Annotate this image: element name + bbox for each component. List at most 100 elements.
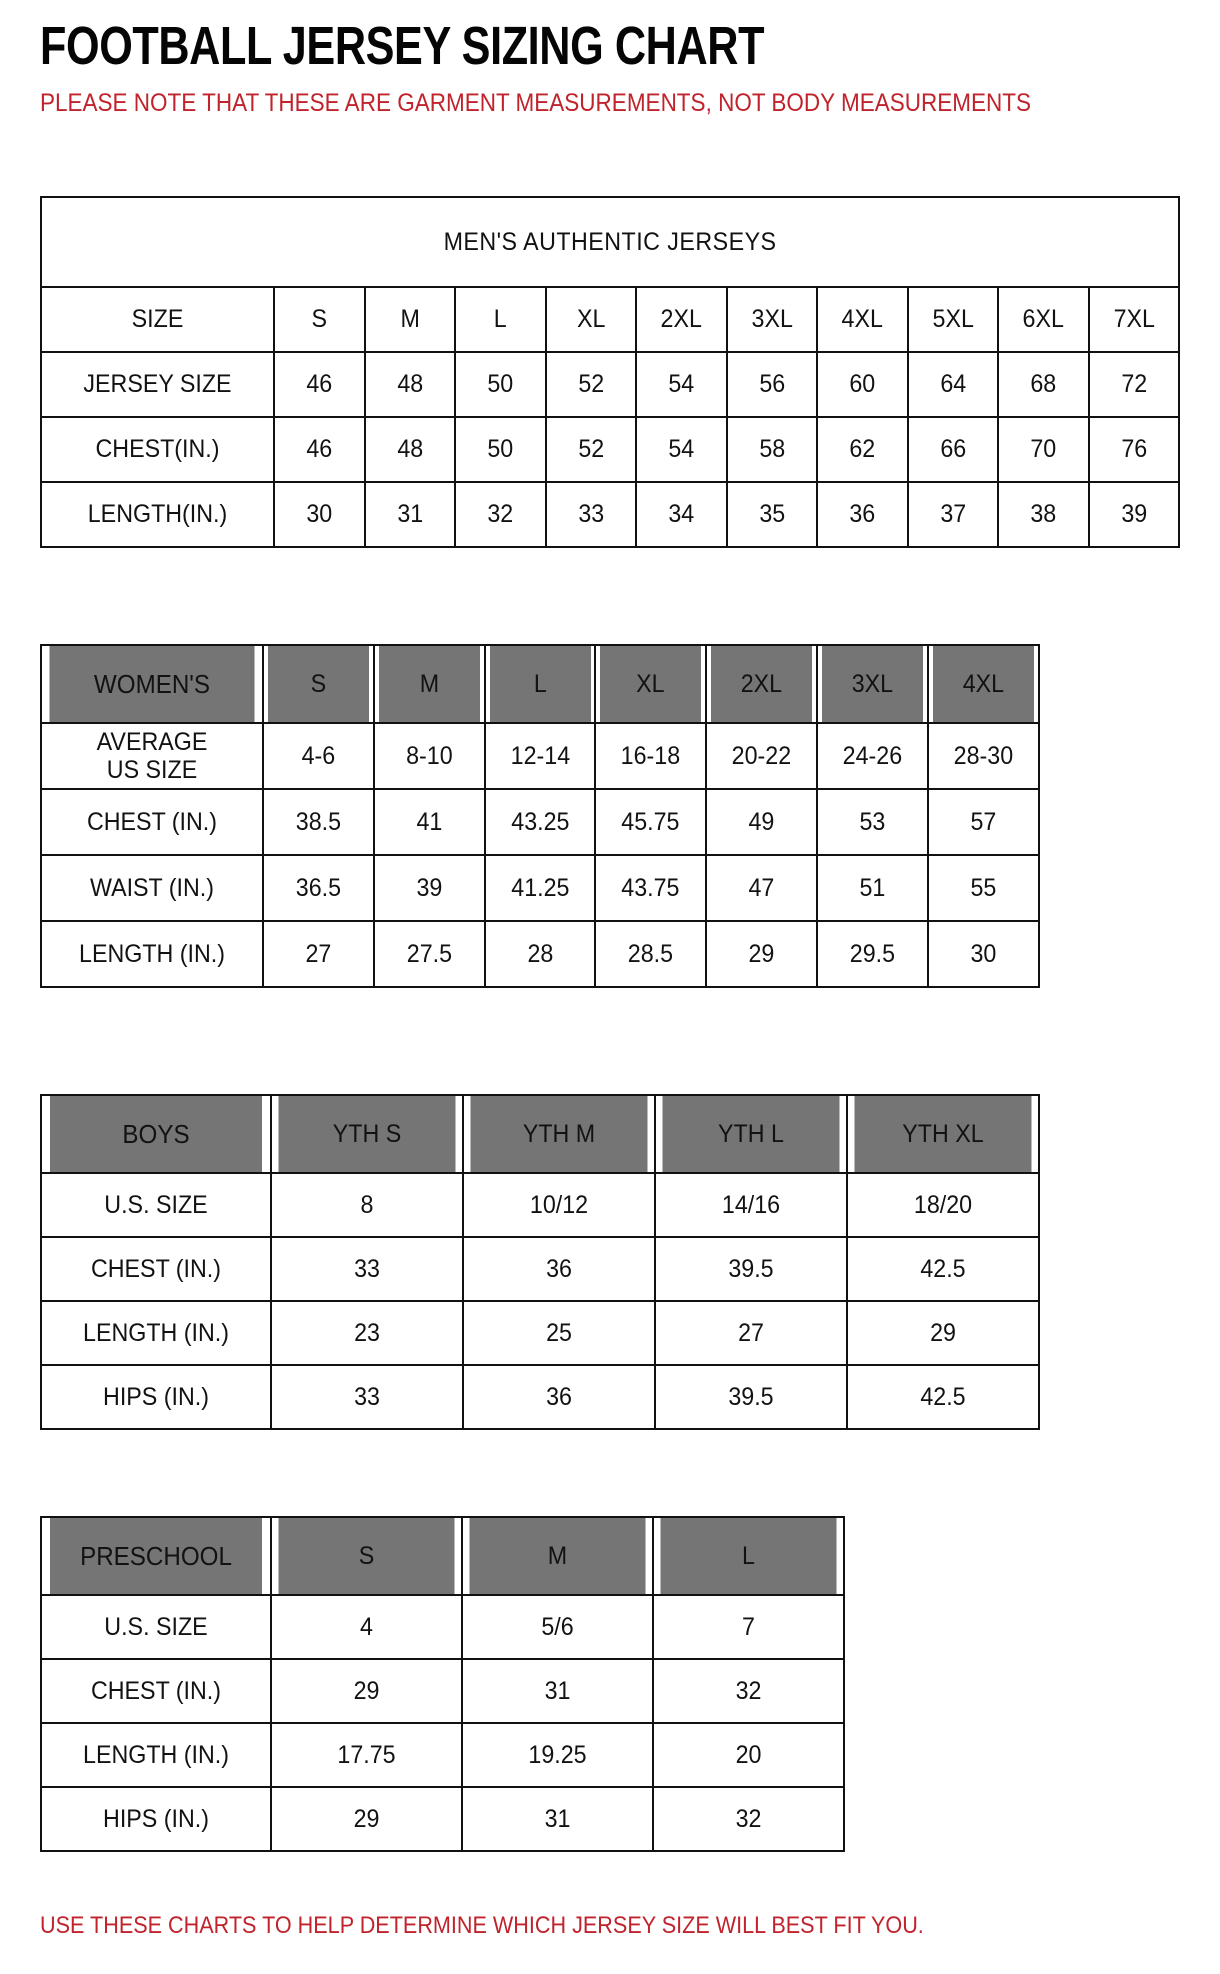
table-cell: 50: [457, 416, 544, 483]
boys-row-label: CHEST (IN.): [48, 1236, 264, 1302]
womens-table-head: WOMEN'S S M L XL 2XL 3XL 4XL: [41, 644, 1039, 724]
table-cell: 36: [819, 481, 906, 548]
mens-table-body: JERSEY SIZE 46 48 50 52 54 56 60 64 68 72 CHEST(IN.…: [41, 351, 1179, 548]
mens-column-header-m: M: [366, 286, 453, 353]
table-cell: 46: [276, 351, 363, 418]
preschool-row-label: HIPS (IN.): [48, 1786, 264, 1852]
table-cell: 68: [1000, 351, 1087, 418]
table-cell: 62: [819, 416, 906, 483]
table-row: CHEST (IN.) 33 36 39.5 42.5: [41, 1236, 1039, 1302]
table-cell: 33: [276, 1236, 458, 1302]
table-cell: 39.5: [660, 1236, 842, 1302]
table-cell: 64: [909, 351, 996, 418]
table-cell: 42.5: [852, 1236, 1034, 1302]
table-cell: 54: [638, 416, 725, 483]
table-cell: 43.25: [487, 788, 593, 856]
womens-row-label: AVERAGE US SIZE: [47, 722, 257, 790]
table-cell: 39: [1090, 481, 1177, 548]
mens-column-header-7xl: 7XL: [1090, 286, 1177, 353]
preschool-table-head: PRESCHOOL S M L: [41, 1516, 844, 1596]
womens-column-header-2xl: 2XL: [709, 644, 815, 724]
table-cell: 29: [852, 1300, 1034, 1366]
womens-column-header-s: S: [265, 644, 371, 724]
page-title: FOOTBALL JERSEY SIZING CHART: [40, 16, 765, 76]
table-row: LENGTH(IN.) 30 31 32 33 34 35 36 37 38 39: [41, 481, 1179, 548]
table-cell: 49: [709, 788, 815, 856]
mens-column-header-3xl: 3XL: [728, 286, 815, 353]
table-cell: 47: [709, 854, 815, 922]
preschool-column-header-row: PRESCHOOL S M L: [41, 1516, 844, 1596]
boys-column-header-yth-xl: YTH XL: [852, 1094, 1034, 1174]
table-cell: 58: [728, 416, 815, 483]
table-cell: 12-14: [487, 722, 593, 790]
womens-row-label: WAIST (IN.): [47, 854, 257, 922]
boys-column-header-label: BOYS: [48, 1094, 264, 1174]
garment-measurement-disclaimer: PLEASE NOTE THAT THESE ARE GARMENT MEASU…: [40, 89, 1032, 118]
mens-table-head: MEN'S AUTHENTIC JERSEYS SIZE S M L XL 2XL 3XL 4X…: [41, 196, 1179, 353]
mens-banner-row: MEN'S AUTHENTIC JERSEYS: [41, 196, 1179, 288]
table-cell: 45.75: [598, 788, 704, 856]
womens-column-header-4xl: 4XL: [930, 644, 1036, 724]
preschool-column-header-s: S: [276, 1516, 457, 1596]
boys-sizing-table-wrapper: BOYS YTH S YTH M YTH L YTH XL U.S. SIZE 8 10/1…: [40, 1094, 1040, 1430]
mens-column-header-2xl: 2XL: [638, 286, 725, 353]
table-cell: 32: [658, 1658, 839, 1724]
table-cell: 14/16: [660, 1172, 842, 1238]
mens-column-header-s: S: [276, 286, 363, 353]
mens-column-header-6xl: 6XL: [1000, 286, 1087, 353]
boys-row-label: HIPS (IN.): [48, 1364, 264, 1430]
preschool-table-body: U.S. SIZE 4 5/6 7 CHEST (IN.) 29 31 32 LENGTH (I…: [41, 1594, 844, 1852]
table-cell: 33: [276, 1364, 458, 1430]
table-cell: 32: [457, 481, 544, 548]
womens-sizing-table-wrapper: WOMEN'S S M L XL 2XL 3XL 4XL AVERAGE US SIZE 4-6 8…: [40, 644, 1040, 988]
table-cell: 20-22: [709, 722, 815, 790]
mens-row-label: JERSEY SIZE: [48, 351, 267, 418]
table-cell: 50: [457, 351, 544, 418]
table-cell: 41: [376, 788, 482, 856]
table-row: HIPS (IN.) 33 36 39.5 42.5: [41, 1364, 1039, 1430]
table-cell: 24-26: [819, 722, 925, 790]
table-cell: 31: [467, 1658, 648, 1724]
table-cell: 29.5: [819, 920, 925, 988]
table-cell: 54: [638, 351, 725, 418]
table-cell: 72: [1090, 351, 1177, 418]
table-cell: 17.75: [276, 1722, 457, 1788]
mens-column-header-l: L: [457, 286, 544, 353]
table-cell: 43.75: [598, 854, 704, 922]
table-cell: 55: [930, 854, 1036, 922]
mens-row-label: CHEST(IN.): [48, 416, 267, 483]
womens-table-body: AVERAGE US SIZE 4-6 8-10 12-14 16-18 20-22 24-2…: [41, 722, 1039, 988]
mens-column-header-row: SIZE S M L XL 2XL 3XL 4XL 5XL 6XL 7XL: [41, 286, 1179, 353]
boys-row-label: U.S. SIZE: [48, 1172, 264, 1238]
boys-column-header-yth-l: YTH L: [660, 1094, 842, 1174]
preschool-row-label: LENGTH (IN.): [48, 1722, 264, 1788]
table-cell: 52: [547, 351, 634, 418]
mens-column-header-4xl: 4XL: [819, 286, 906, 353]
table-row: U.S. SIZE 4 5/6 7: [41, 1594, 844, 1660]
table-cell: 37: [909, 481, 996, 548]
table-cell: 46: [276, 416, 363, 483]
mens-column-header-xl: XL: [547, 286, 634, 353]
table-cell: 32: [658, 1786, 839, 1852]
table-cell: 56: [728, 351, 815, 418]
table-cell: 60: [819, 351, 906, 418]
footer-note: USE THESE CHARTS TO HELP DETERMINE WHICH…: [40, 1912, 924, 1939]
table-cell: 25: [468, 1300, 650, 1366]
table-row: LENGTH (IN.) 23 25 27 29: [41, 1300, 1039, 1366]
table-cell: 38.5: [265, 788, 371, 856]
womens-column-header-l: L: [487, 644, 593, 724]
table-cell: 70: [1000, 416, 1087, 483]
mens-sizing-table-wrapper: MEN'S AUTHENTIC JERSEYS SIZE S M L XL 2XL 3XL 4X…: [40, 196, 1181, 548]
boys-row-label: LENGTH (IN.): [48, 1300, 264, 1366]
mens-column-header-5xl: 5XL: [909, 286, 996, 353]
table-cell: 27.5: [376, 920, 482, 988]
row-label-line-2: US SIZE: [106, 756, 198, 784]
table-cell: 48: [366, 416, 453, 483]
boys-table-head: BOYS YTH S YTH M YTH L YTH XL: [41, 1094, 1039, 1174]
table-cell: 16-18: [598, 722, 704, 790]
table-cell: 29: [276, 1658, 457, 1724]
table-cell: 5/6: [467, 1594, 648, 1660]
table-row: CHEST (IN.) 38.5 41 43.25 45.75 49 53 57: [41, 788, 1039, 856]
womens-row-label: LENGTH (IN.): [47, 920, 257, 988]
